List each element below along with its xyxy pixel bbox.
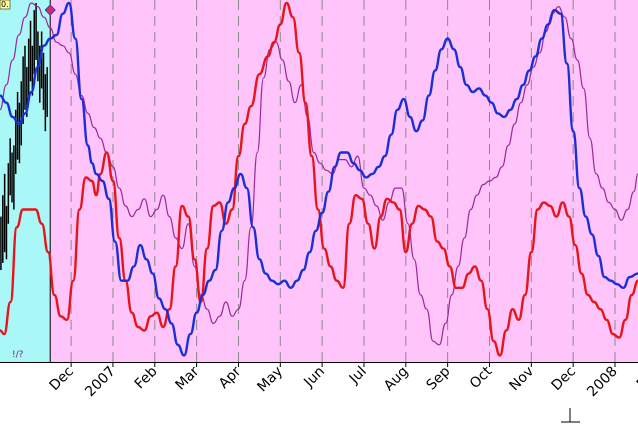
x-tick-label: Sep <box>423 363 453 393</box>
x-tick-label: 2008 <box>584 364 621 401</box>
x-tick-label: Feb <box>132 363 161 392</box>
today-marker <box>44 4 56 16</box>
x-tick-label: Mar <box>172 363 202 393</box>
x-tick-label: Apr <box>216 363 245 392</box>
series-line-blue <box>0 1 638 357</box>
question-label: !/? <box>12 350 24 360</box>
x-tick-label: Dec <box>46 364 76 394</box>
x-tick-label: Jul <box>346 364 370 388</box>
corner-label: 0. <box>1 0 9 9</box>
series-lines <box>0 1 638 357</box>
x-tick-label: Aug <box>381 364 412 395</box>
x-tick-label: Jun <box>300 364 327 391</box>
chart-background-forecast <box>50 0 638 362</box>
corner-box <box>0 0 11 10</box>
x-tick-label: May <box>254 364 286 396</box>
x-tick-label: Feb <box>634 363 638 392</box>
x-axis: Dec 2007 Feb Mar Apr May Jun Jul Aug Sep Oct Nov Dec… <box>0 362 638 400</box>
x-tick-label: 2007 <box>82 364 119 401</box>
x-tick-label: Dec <box>549 364 579 394</box>
series-line-red <box>0 1 638 357</box>
x-tick-label: Nov <box>507 364 538 395</box>
cursor-crosshair-icon <box>561 408 580 423</box>
x-tick-label: Oct <box>467 363 496 392</box>
